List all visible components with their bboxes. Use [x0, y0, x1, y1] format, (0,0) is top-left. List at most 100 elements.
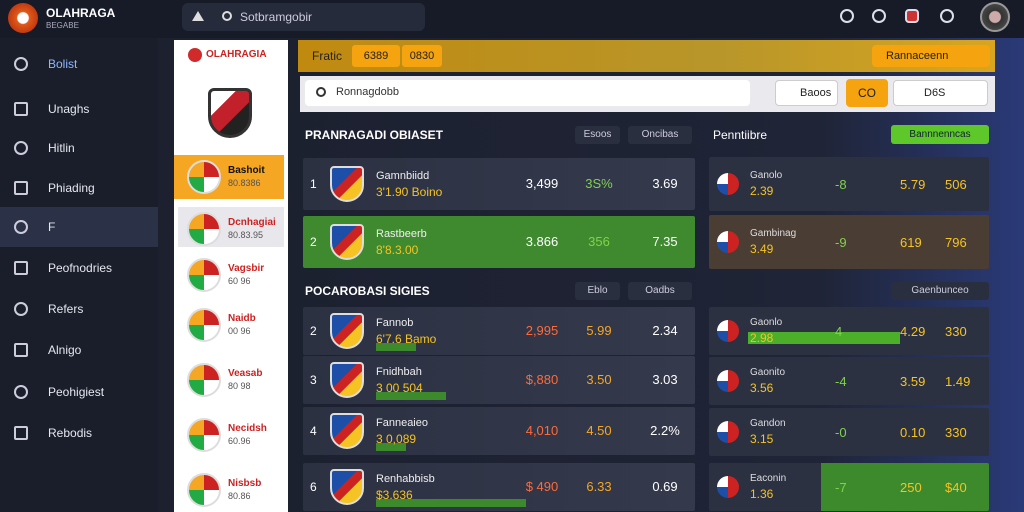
league-item-badge[interactable]	[187, 363, 221, 397]
side-row[interactable]	[709, 307, 989, 355]
side-value: 3.59	[900, 374, 926, 389]
toolbar-label: Fratic	[312, 49, 342, 63]
search-input-text[interactable]: Ronnagdobb	[336, 86, 400, 98]
filter-box[interactable]: Baoos	[775, 80, 838, 106]
row-rank: 2	[310, 324, 317, 338]
table-row[interactable]	[303, 216, 695, 268]
row-value: 5.99	[586, 323, 612, 338]
side-name: Gaonito	[750, 367, 786, 378]
row-badge	[330, 224, 364, 260]
nav-item[interactable]: Alnigo	[48, 343, 82, 357]
row-value: 356	[588, 234, 610, 249]
nav-icon	[14, 102, 28, 116]
league-item-badge[interactable]	[187, 258, 221, 292]
side-row[interactable]	[709, 408, 989, 456]
top-icon[interactable]	[905, 9, 919, 23]
side-value: 330	[945, 425, 967, 440]
section-title: PRANRAGADI OBIASET	[305, 128, 444, 142]
league-item-badge[interactable]	[187, 308, 221, 342]
league-item-sub: 80 98	[228, 381, 251, 391]
top-bar	[0, 0, 1024, 38]
section-control[interactable]: Esoos	[575, 126, 620, 144]
top-icon[interactable]	[872, 9, 886, 23]
side-row[interactable]	[709, 157, 989, 211]
nav-item[interactable]: Rebodis	[48, 426, 93, 440]
row-name: Renhabbisb	[376, 473, 435, 485]
league-item-badge[interactable]	[187, 212, 221, 246]
toolbar-action[interactable]: Rannaceenn	[872, 45, 990, 67]
table-row[interactable]	[303, 407, 695, 455]
table-row[interactable]	[303, 158, 695, 210]
nav-item[interactable]: Refers	[48, 302, 84, 316]
side-value: -7	[835, 480, 847, 495]
toolbar-tab[interactable]: 0830	[402, 45, 442, 67]
search-input-icon	[316, 87, 326, 97]
side-row[interactable]	[709, 215, 989, 269]
table-row[interactable]	[303, 356, 695, 404]
row-rank: 2	[310, 235, 317, 249]
row-badge	[330, 313, 364, 349]
side-value: 3.49	[750, 242, 774, 256]
top-icon[interactable]	[940, 9, 954, 23]
league-item-badge[interactable]	[187, 418, 221, 452]
row-value: 2.34	[652, 323, 678, 338]
select-box[interactable]: D6S	[893, 80, 988, 106]
side-control[interactable]: Gaenbunceo	[891, 282, 989, 300]
league-item-name[interactable]: Bashoit	[228, 165, 265, 176]
side-value: 330	[945, 324, 967, 339]
nav-item[interactable]: Bolist	[48, 57, 78, 71]
row-value: 4.50	[586, 423, 612, 438]
search-input	[305, 80, 750, 106]
nav-item[interactable]: Hitlin	[48, 141, 75, 155]
row-badge	[330, 362, 364, 398]
league-item-name[interactable]: Veasab	[228, 368, 263, 379]
side-value: $40	[945, 480, 967, 495]
row-sub: 3 0,089	[376, 432, 417, 446]
league-item-sub: 00 96	[228, 326, 251, 336]
side-value: 3.15	[750, 432, 774, 446]
nav-item[interactable]: Unaghs	[48, 102, 90, 116]
side-name: Gambinag	[750, 228, 797, 239]
side-button[interactable]: Bannnenncas	[891, 125, 989, 144]
progress-bar	[376, 392, 446, 400]
side-row[interactable]	[709, 357, 989, 405]
nav-icon	[14, 220, 28, 234]
row-rank: 4	[310, 424, 317, 438]
league-item-name[interactable]: Dcnhagiai	[228, 217, 276, 228]
league-item-name[interactable]: Nisbsb	[228, 478, 262, 489]
nav-item[interactable]: Peofnodries	[48, 261, 113, 275]
home-icon	[192, 11, 204, 21]
league-item-sub: 80.8386	[228, 178, 261, 188]
top-icon[interactable]	[840, 9, 854, 23]
side-value: 0.10	[900, 425, 926, 440]
side-row[interactable]	[709, 463, 989, 511]
league-item-name[interactable]: Necidsh	[228, 423, 267, 434]
side-value: 3.56	[750, 381, 774, 395]
league-item-badge[interactable]	[187, 160, 221, 194]
nav-item[interactable]: F	[48, 220, 56, 234]
league-item-name[interactable]: Naidb	[228, 313, 256, 324]
league-item-name[interactable]: Vagsbir	[228, 263, 265, 274]
row-value: 0.69	[652, 479, 678, 494]
side-name: Gaonlo	[750, 317, 783, 328]
search-box[interactable]: Sotbramgobir	[182, 3, 425, 31]
nav-icon	[14, 426, 28, 440]
league-item-badge[interactable]	[187, 473, 221, 507]
side-badge	[717, 231, 739, 253]
section-control[interactable]: Eblo	[575, 282, 620, 300]
row-name: Gamnbiidd	[376, 170, 430, 182]
side-value: 619	[900, 235, 922, 250]
primary-button[interactable]: CO	[846, 79, 888, 107]
row-value: 2.2%	[650, 423, 680, 438]
section-control[interactable]: Oncibas	[628, 126, 692, 144]
table-row[interactable]	[303, 307, 695, 355]
nav-item[interactable]: Phiading	[48, 181, 95, 195]
section-control[interactable]: Oadbs	[628, 282, 692, 300]
row-rank: 3	[310, 373, 317, 387]
avatar[interactable]	[980, 2, 1010, 32]
toolbar-tab[interactable]: 6389	[352, 45, 400, 67]
nav-item[interactable]: Peohigiest	[48, 385, 105, 399]
side-value: 5.79	[900, 177, 926, 192]
search-placeholder: Sotbramgobir	[240, 10, 313, 24]
side-badge	[717, 421, 739, 443]
